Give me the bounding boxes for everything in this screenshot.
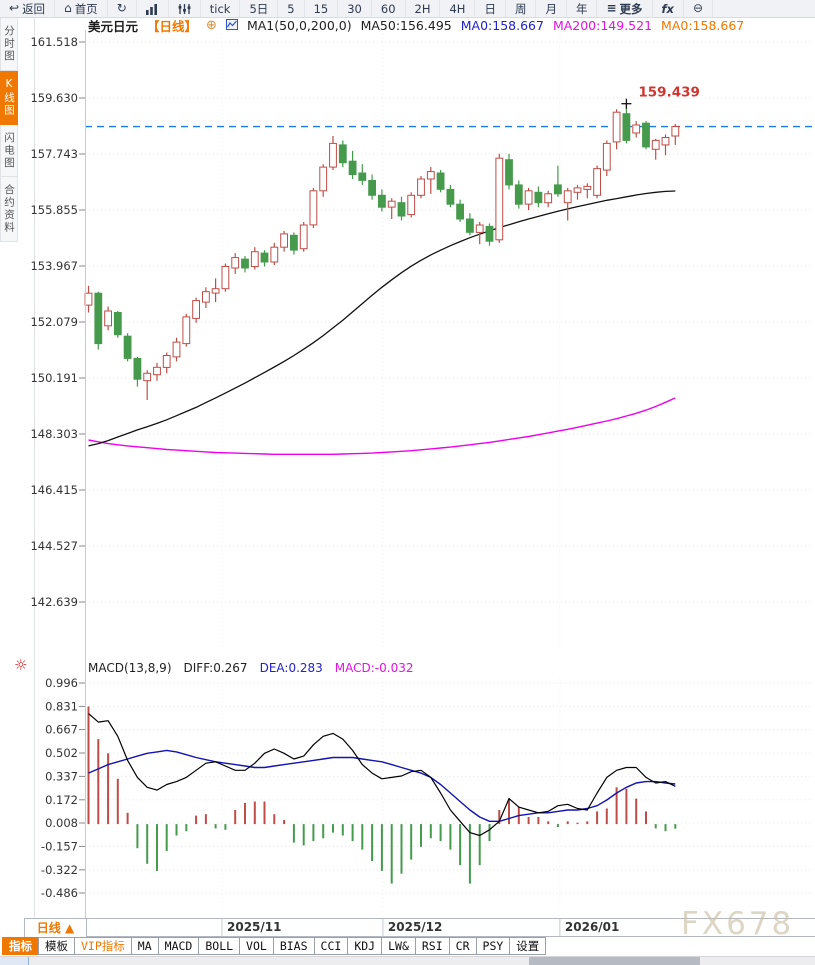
fx-tools-button[interactable]: fx	[653, 0, 684, 17]
add-indicator-icon[interactable]: ⊕	[206, 18, 217, 33]
scrollbar-thumb[interactable]	[529, 957, 700, 965]
indicator-button[interactable]: 指标	[2, 937, 39, 955]
macd-dea-value: DEA:0.283	[259, 661, 323, 675]
macd-macd-value: MACD:-0.032	[334, 661, 414, 675]
macd-chart[interactable]	[85, 678, 813, 910]
period-60-button[interactable]: 60	[372, 0, 406, 17]
ma0-orange-value: MA0:158.667	[661, 18, 745, 33]
svg-text:146.415: 146.415	[30, 483, 78, 497]
svg-text:155.855: 155.855	[30, 203, 78, 217]
period-2h-button[interactable]: 2H	[406, 0, 441, 17]
svg-text:0.008: 0.008	[45, 816, 78, 830]
svg-text:0.337: 0.337	[45, 769, 78, 783]
period-30-button[interactable]: 30	[338, 0, 372, 17]
period-label: 【日线】	[147, 19, 198, 34]
tab-kline-chart[interactable]: K线图	[0, 70, 18, 125]
template-button[interactable]: 模板	[38, 937, 75, 955]
svg-text:0.502: 0.502	[45, 746, 78, 760]
svg-text:-0.157: -0.157	[41, 839, 78, 853]
price-axis: 161.518 159.630 157.743 155.855 153.967 152.0…	[30, 18, 86, 955]
svg-text:2025/12: 2025/12	[388, 920, 442, 934]
zoom-out-button[interactable]: ⊖	[684, 0, 713, 17]
period-week-button[interactable]: 周	[506, 0, 537, 17]
ind-cci-button[interactable]: CCI	[313, 937, 349, 955]
period-month-button[interactable]: 月	[536, 0, 567, 17]
svg-text:161.518: 161.518	[30, 35, 78, 49]
tick-period-button[interactable]: tick	[201, 0, 241, 17]
ind-kdj-button[interactable]: KDJ	[347, 937, 383, 955]
ma-settings-label: MA1(50,0,200,0)	[246, 18, 352, 33]
svg-text:2026/01: 2026/01	[565, 920, 619, 934]
chart-type-sidebar: 分时图 K线图 闪电图 合约资料	[0, 18, 18, 242]
home-button[interactable]: ⌂ 首页	[55, 0, 108, 17]
svg-text:159.439: 159.439	[638, 85, 700, 101]
ind-bias-button[interactable]: BIAS	[272, 937, 315, 955]
refresh-button[interactable]: ↻	[108, 0, 137, 17]
svg-text:153.967: 153.967	[30, 259, 78, 273]
back-button[interactable]: ↩ 返回	[0, 0, 56, 17]
ind-psy-button[interactable]: PSY	[475, 937, 511, 955]
svg-text:157.743: 157.743	[30, 147, 78, 161]
svg-text:0.172: 0.172	[45, 793, 78, 807]
svg-text:-0.322: -0.322	[41, 863, 78, 877]
scrollbar-left-grip[interactable]	[0, 957, 29, 965]
svg-text:148.303: 148.303	[30, 427, 78, 441]
svg-text:0.667: 0.667	[45, 723, 78, 737]
top-toolbar: ↩ 返回 ⌂ 首页 ↻ tick 5日 5 15 30 60 2H 4H 日周月年 ≡ 更多 fx ⊖	[0, 0, 815, 18]
chart-type-button[interactable]	[137, 0, 169, 17]
macd-header: MACD(13,8,9) DIFF:0.267 DEA:0.283 MACD:-…	[88, 661, 414, 675]
x-axis-strip: 2025/11 2025/12 2026/01	[24, 918, 815, 937]
volume-profile-button[interactable]	[169, 0, 201, 17]
svg-text:144.527: 144.527	[30, 539, 78, 553]
ind-cr-button[interactable]: CR	[448, 937, 477, 955]
svg-text:150.191: 150.191	[30, 371, 78, 385]
svg-text:-0.486: -0.486	[41, 886, 78, 900]
tab-time-chart[interactable]: 分时图	[0, 18, 18, 71]
period-5-button[interactable]: 5	[278, 0, 305, 17]
ma50-value: MA50:156.495	[360, 18, 452, 33]
tab-contract-info[interactable]: 合约资料	[0, 177, 18, 242]
period-15-button[interactable]: 15	[305, 0, 339, 17]
ind-vol-button[interactable]: VOL	[239, 937, 274, 955]
period-selector[interactable]: 日线 ▲	[24, 918, 87, 938]
ma-chart-icon	[225, 18, 238, 33]
svg-text:152.079: 152.079	[30, 315, 78, 329]
tab-lightning-chart[interactable]: 闪电图	[0, 124, 18, 177]
indicator-toolbar: 指标 模板 VIP指标 MA MACD BOLL VOL BIAS CCI KDJ LW& RSI CR…	[2, 937, 547, 955]
high-annotation: 159.439	[621, 85, 700, 109]
chart-header: 美元日元 【日线】 ⊕ MA1(50,0,200,0) MA50:156.495…	[88, 18, 745, 34]
period-day-button[interactable]: 日	[475, 0, 506, 17]
more-button[interactable]: ≡ 更多	[597, 0, 653, 17]
candlestick-chart[interactable]: 159.439	[84, 34, 815, 650]
ma0-blue-value: MA0:158.667	[460, 18, 544, 33]
ind-rsi-button[interactable]: RSI	[414, 937, 450, 955]
macd-diff-value: DIFF:0.267	[183, 661, 248, 675]
svg-text:0.996: 0.996	[45, 676, 78, 690]
ind-boll-button[interactable]: BOLL	[198, 937, 241, 955]
svg-text:2025/11: 2025/11	[227, 920, 281, 934]
svg-text:0.831: 0.831	[45, 699, 78, 713]
ind-ma-button[interactable]: MA	[130, 937, 159, 955]
period-5day-button[interactable]: 5日	[240, 0, 279, 17]
vip-indicator-button[interactable]: VIP指标	[74, 937, 132, 955]
ma200-value: MA200:149.521	[552, 18, 653, 33]
symbol-name: 美元日元	[88, 19, 139, 34]
period-year-button[interactable]: 年	[567, 0, 598, 17]
settings-button[interactable]: 设置	[509, 937, 547, 955]
macd-title: MACD(13,8,9)	[88, 661, 172, 675]
ind-lwr-button[interactable]: LW&	[381, 937, 416, 955]
ind-macd-button[interactable]: MACD	[157, 937, 200, 955]
watermark: FX678	[681, 906, 795, 942]
horizontal-scrollbar[interactable]	[0, 956, 815, 965]
macd-settings-icon[interactable]: ☼	[14, 656, 28, 674]
period-4h-button[interactable]: 4H	[440, 0, 476, 17]
svg-text:159.630: 159.630	[30, 91, 78, 105]
svg-text:142.639: 142.639	[30, 595, 78, 609]
